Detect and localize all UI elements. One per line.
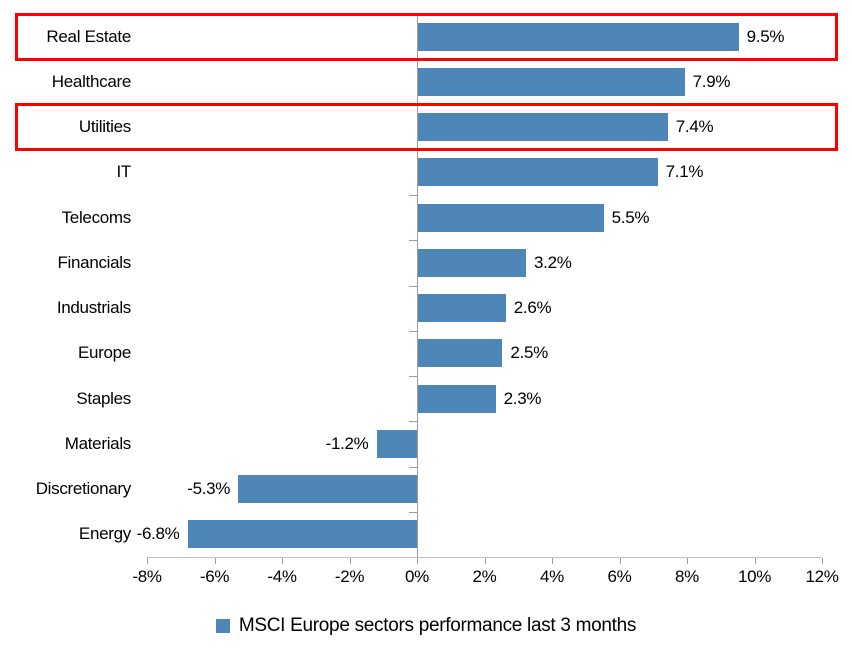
category-label-materials: Materials [64, 433, 132, 453]
x-axis-tick [687, 558, 688, 564]
category-label-energy: Energy [78, 524, 131, 544]
category-tick [409, 240, 417, 242]
x-axis-tick [822, 558, 823, 564]
value-label-staples: 2.3% [503, 388, 542, 408]
category-label-telecoms: Telecoms [61, 207, 132, 227]
value-label-materials: -1.2% [325, 433, 369, 453]
zero-axis-line [417, 14, 418, 557]
bar-utilities [418, 113, 668, 142]
x-axis-tick [147, 558, 148, 564]
x-axis-tick-label: -4% [267, 567, 297, 586]
category-label-discretionary: Discretionary [35, 479, 132, 499]
x-axis-tick [619, 558, 621, 564]
category-tick [409, 330, 417, 332]
value-label-europe: 2.5% [510, 343, 548, 363]
x-axis-tick-label: 4% [540, 567, 564, 586]
bar-energy [187, 520, 417, 549]
value-label-real-estate: 9.5% [746, 26, 785, 46]
x-axis-tick-label: 8% [675, 567, 699, 586]
x-axis-tick-label: 2% [472, 567, 497, 586]
value-label-utilities: 7.4% [675, 117, 714, 137]
bar-real-estate [418, 22, 739, 51]
legend: MSCI Europe sectors performance last 3 m… [0, 612, 852, 640]
category-tick [409, 285, 417, 287]
bar-healthcare [418, 67, 685, 96]
x-axis-tick [349, 558, 351, 564]
x-axis-tick [552, 558, 553, 564]
value-label-energy: -6.8% [136, 524, 180, 544]
category-tick [409, 511, 417, 513]
value-label-healthcare: 7.9% [692, 71, 731, 91]
value-label-industrials: 2.6% [513, 298, 552, 318]
x-axis-tick-label: 10% [737, 567, 772, 586]
x-axis-tick-label: 6% [607, 567, 632, 586]
value-label-it: 7.1% [665, 162, 704, 182]
bar-industrials [418, 294, 506, 323]
x-axis-line [147, 557, 822, 558]
x-axis-tick-label: -8% [132, 567, 162, 586]
category-label-staples: Staples [76, 388, 131, 408]
value-label-financials: 3.2% [534, 252, 572, 272]
category-tick [409, 195, 417, 196]
category-tick [409, 466, 417, 468]
category-label-it: IT [116, 162, 131, 182]
value-label-discretionary: -5.3% [187, 479, 231, 499]
bar-discretionary [238, 475, 417, 504]
bar-europe [418, 339, 503, 368]
category-label-real-estate: Real Estate [46, 26, 131, 46]
x-axis-tick-label: -2% [334, 567, 365, 586]
x-axis-tick [282, 558, 283, 564]
category-label-utilities: Utilities [78, 117, 131, 137]
x-axis-tick [754, 558, 756, 564]
highlight-box-real-estate [15, 12, 838, 61]
x-axis-tick [484, 558, 486, 564]
x-axis-tick-label: -6% [199, 567, 230, 586]
bar-financials [418, 248, 526, 277]
value-label-telecoms: 5.5% [611, 207, 650, 227]
highlight-box-utilities [15, 103, 838, 152]
category-label-healthcare: Healthcare [51, 71, 132, 91]
bar-staples [418, 384, 496, 413]
category-tick [409, 421, 417, 423]
bar-materials [376, 429, 417, 458]
legend-swatch [215, 619, 230, 633]
category-label-industrials: Industrials [56, 298, 131, 318]
legend-label: MSCI Europe sectors performance last 3 m… [238, 615, 637, 636]
bar-it [418, 158, 658, 187]
category-label-europe: Europe [77, 343, 131, 363]
x-axis-tick-label: 0% [405, 567, 429, 586]
category-tick [409, 376, 417, 377]
x-axis-tick-label: 12% [805, 567, 839, 586]
bar-telecoms [418, 203, 604, 232]
x-axis-tick [417, 558, 418, 564]
category-label-financials: Financials [57, 252, 131, 272]
x-axis-tick [214, 558, 216, 564]
